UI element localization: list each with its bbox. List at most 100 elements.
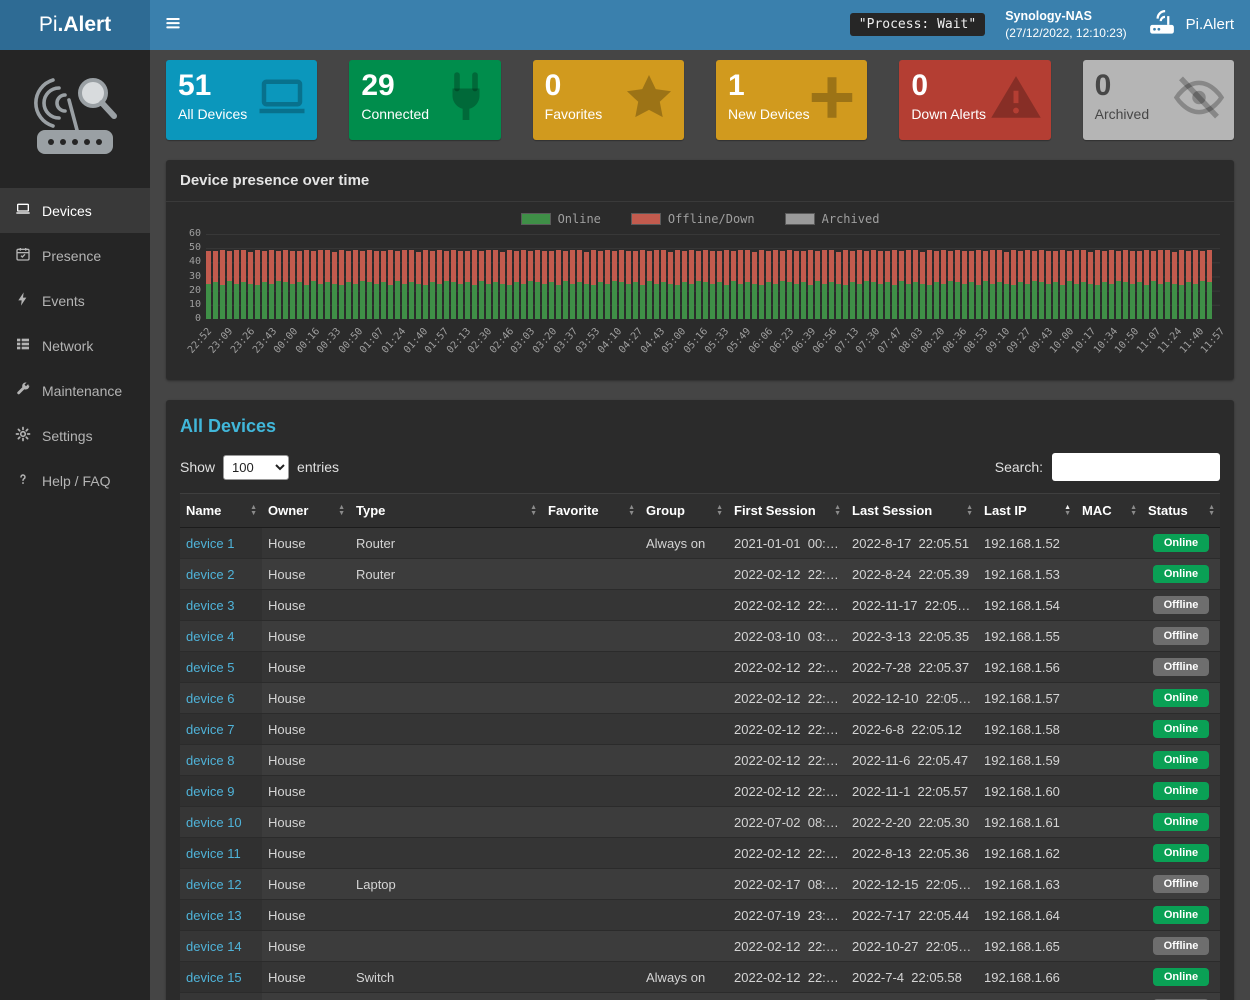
offline-segment: [857, 249, 862, 284]
search-input[interactable]: [1052, 453, 1220, 481]
eye-slash-icon: [1172, 71, 1226, 130]
summary-card-all-devices[interactable]: 51 All Devices: [166, 60, 318, 140]
online-segment: [745, 282, 750, 319]
device-link[interactable]: device 6: [186, 690, 235, 706]
sidebar-toggle[interactable]: [150, 0, 196, 50]
presence-bar: [1109, 249, 1114, 319]
offline-segment: [822, 249, 827, 284]
online-segment: [332, 283, 337, 319]
column-header-last-session[interactable]: Last Session ▲ ▼: [846, 493, 978, 528]
offline-segment: [878, 251, 883, 284]
cell-status: Online: [1142, 837, 1220, 869]
offline-segment: [409, 249, 414, 283]
offline-segment: [507, 249, 512, 285]
summary-card-new-devices[interactable]: 1 New Devices: [715, 60, 868, 140]
online-segment: [290, 283, 295, 319]
online-segment: [976, 285, 981, 319]
offline-segment: [332, 252, 337, 284]
column-header-group[interactable]: Group ▲ ▼: [640, 493, 728, 528]
column-header-label: First Session: [734, 503, 816, 518]
cell-last-session: 2022-6-8 22:05.12: [846, 713, 978, 745]
device-link[interactable]: device 9: [186, 783, 235, 799]
online-segment: [969, 282, 974, 319]
device-link[interactable]: device 13: [186, 907, 242, 923]
device-link[interactable]: device 4: [186, 628, 235, 644]
sidebar-item-settings[interactable]: Settings: [0, 413, 150, 458]
device-link[interactable]: device 3: [186, 597, 235, 613]
presence-bar: [906, 249, 911, 319]
sidebar-item-maintenance[interactable]: Maintenance: [0, 368, 150, 413]
device-link[interactable]: device 14: [186, 938, 242, 954]
device-link[interactable]: device 1: [186, 535, 235, 551]
online-segment: [1032, 280, 1037, 319]
column-header-favorite[interactable]: Favorite ▲ ▼: [542, 493, 640, 528]
x-tick-label: 03:53: [573, 326, 603, 356]
sidebar-item-devices[interactable]: Devices: [0, 188, 150, 233]
user-menu[interactable]: Pi.Alert: [1147, 8, 1234, 42]
cell-mac: [1076, 899, 1142, 931]
column-header-first-session[interactable]: First Session ▲ ▼: [728, 493, 846, 528]
online-segment: [269, 283, 274, 319]
device-link[interactable]: device 12: [186, 876, 242, 892]
presence-bar: [892, 249, 897, 319]
pialert-logo-graphic: [34, 78, 117, 154]
column-header-name[interactable]: Name ▲ ▼: [180, 493, 262, 528]
offline-segment: [437, 249, 442, 284]
online-segment: [724, 285, 729, 319]
device-link[interactable]: device 11: [186, 845, 241, 861]
online-segment: [710, 283, 715, 319]
cell-type: [350, 930, 542, 962]
device-link[interactable]: device 15: [186, 969, 242, 985]
column-header-status[interactable]: Status ▲ ▼: [1142, 493, 1220, 528]
device-link[interactable]: device 7: [186, 721, 235, 737]
online-segment: [507, 285, 512, 319]
presence-bar: [836, 252, 841, 319]
online-segment: [437, 283, 442, 319]
device-link[interactable]: device 5: [186, 659, 235, 675]
device-link[interactable]: device 2: [186, 566, 235, 582]
top-navbar: Pi.Alert "Process: Wait" Synology-NAS (2…: [0, 0, 1250, 50]
cell-last-ip: 192.168.1.59: [978, 744, 1076, 776]
summary-card-archived[interactable]: 0 Archived: [1082, 60, 1234, 140]
presence-bar: [668, 252, 673, 319]
device-link[interactable]: device 10: [186, 814, 242, 830]
presence-bar: [213, 251, 218, 319]
online-segment: [500, 283, 505, 319]
y-tick-label: 0: [194, 313, 201, 324]
online-segment: [633, 282, 638, 319]
sidebar-item-network[interactable]: Network: [0, 323, 150, 368]
column-header-type[interactable]: Type ▲ ▼: [350, 493, 542, 528]
column-header-last-ip[interactable]: Last IP ▲ ▼: [978, 493, 1076, 528]
device-link[interactable]: device 8: [186, 752, 235, 768]
cell-mac: [1076, 527, 1142, 559]
sidebar-item-presence[interactable]: Presence: [0, 233, 150, 278]
sidebar-item-help-faq[interactable]: Help / FAQ: [0, 458, 150, 503]
table-row: device 12 House Laptop 2022-02-17 08:05 2022…: [180, 868, 1220, 900]
online-segment: [241, 282, 246, 319]
summary-card-down-alerts[interactable]: 0 Down Alerts: [899, 60, 1051, 140]
cell-first-session: 2022-02-12 22:05: [728, 589, 846, 621]
plus-icon: [805, 71, 859, 130]
column-header-owner[interactable]: Owner ▲ ▼: [262, 493, 350, 528]
summary-card-connected[interactable]: 29 Connected: [349, 60, 501, 140]
legend-swatch: [520, 213, 551, 225]
app-logo[interactable]: Pi.Alert: [0, 0, 150, 50]
cell-first-session: 2022-02-12 22:05: [728, 558, 846, 590]
online-segment: [444, 280, 449, 319]
offline-segment: [269, 249, 274, 284]
summary-card-favorites[interactable]: 0 Favorites: [532, 60, 684, 140]
offline-segment: [1032, 250, 1037, 281]
online-segment: [731, 280, 736, 319]
sidebar-item-events[interactable]: Events: [0, 278, 150, 323]
pialert-logo: [0, 50, 150, 188]
presence-bar: [605, 249, 610, 319]
offline-segment: [829, 249, 834, 283]
cell-status: Online: [1142, 899, 1220, 931]
online-segment: [1151, 280, 1156, 319]
online-segment: [892, 285, 897, 319]
offline-segment: [290, 251, 295, 284]
page-length-select[interactable]: 100: [223, 454, 290, 480]
offline-segment: [647, 250, 652, 281]
column-header-mac[interactable]: MAC ▲ ▼: [1076, 493, 1142, 528]
online-segment: [262, 282, 267, 319]
